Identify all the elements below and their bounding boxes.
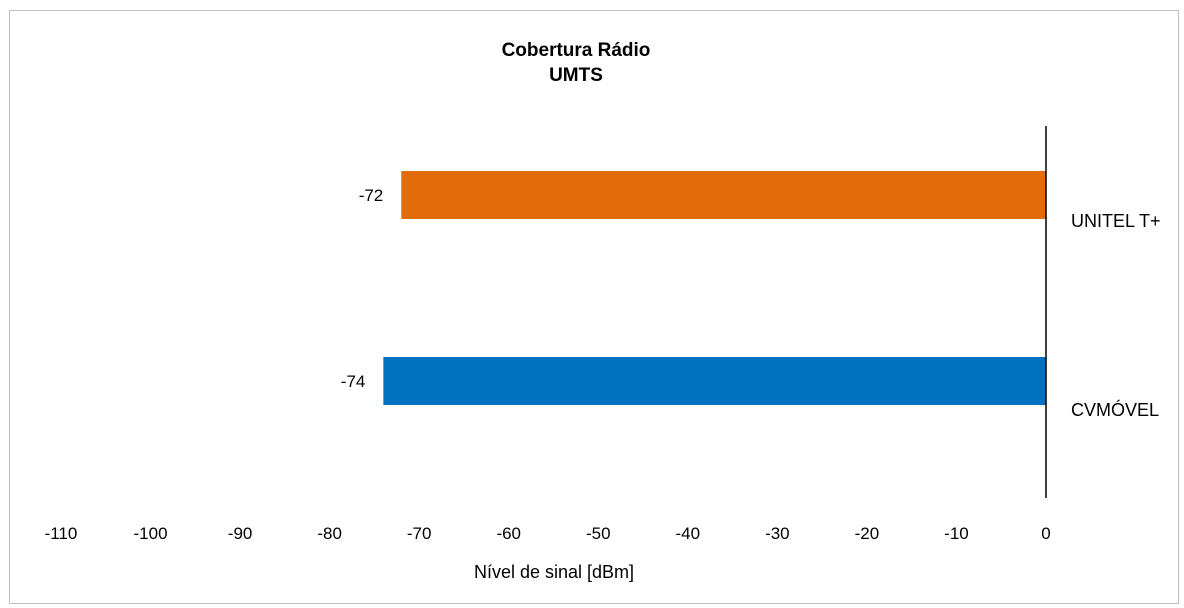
- x-tick-label: -110: [45, 524, 78, 543]
- x-tick-label: -90: [228, 524, 253, 543]
- chart-title-line-1: Cobertura Rádio: [502, 40, 651, 61]
- x-axis-ticks: -110 -100 -90 -80 -70 -60 -50 -40 -30 -20 -10 0: [45, 524, 1051, 543]
- category-label: UNITEL T+: [1071, 211, 1161, 231]
- x-tick-label: -50: [586, 524, 611, 543]
- x-tick-label: -10: [944, 524, 969, 543]
- chart-title-line-2: UMTS: [549, 65, 603, 86]
- bar-value-label: -74: [341, 372, 366, 391]
- x-tick-label: -100: [134, 524, 168, 543]
- chart-frame: [9, 10, 1179, 604]
- x-tick-label: -80: [317, 524, 342, 543]
- category-label: CVMÓVEL: [1071, 399, 1159, 420]
- x-tick-label: -20: [855, 524, 880, 543]
- x-tick-label: -30: [765, 524, 790, 543]
- bar: [383, 357, 1046, 405]
- x-tick-label: 0: [1041, 524, 1050, 543]
- bar-value-label: -72: [359, 186, 384, 205]
- x-tick-label: -70: [407, 524, 432, 543]
- x-tick-label: -60: [496, 524, 521, 543]
- x-axis-title: Nível de sinal [dBm]: [474, 562, 634, 582]
- bar: [401, 171, 1047, 219]
- bars-group: -72 UNITEL T+ -74 CVMÓVEL: [341, 171, 1161, 420]
- x-tick-label: -40: [676, 524, 701, 543]
